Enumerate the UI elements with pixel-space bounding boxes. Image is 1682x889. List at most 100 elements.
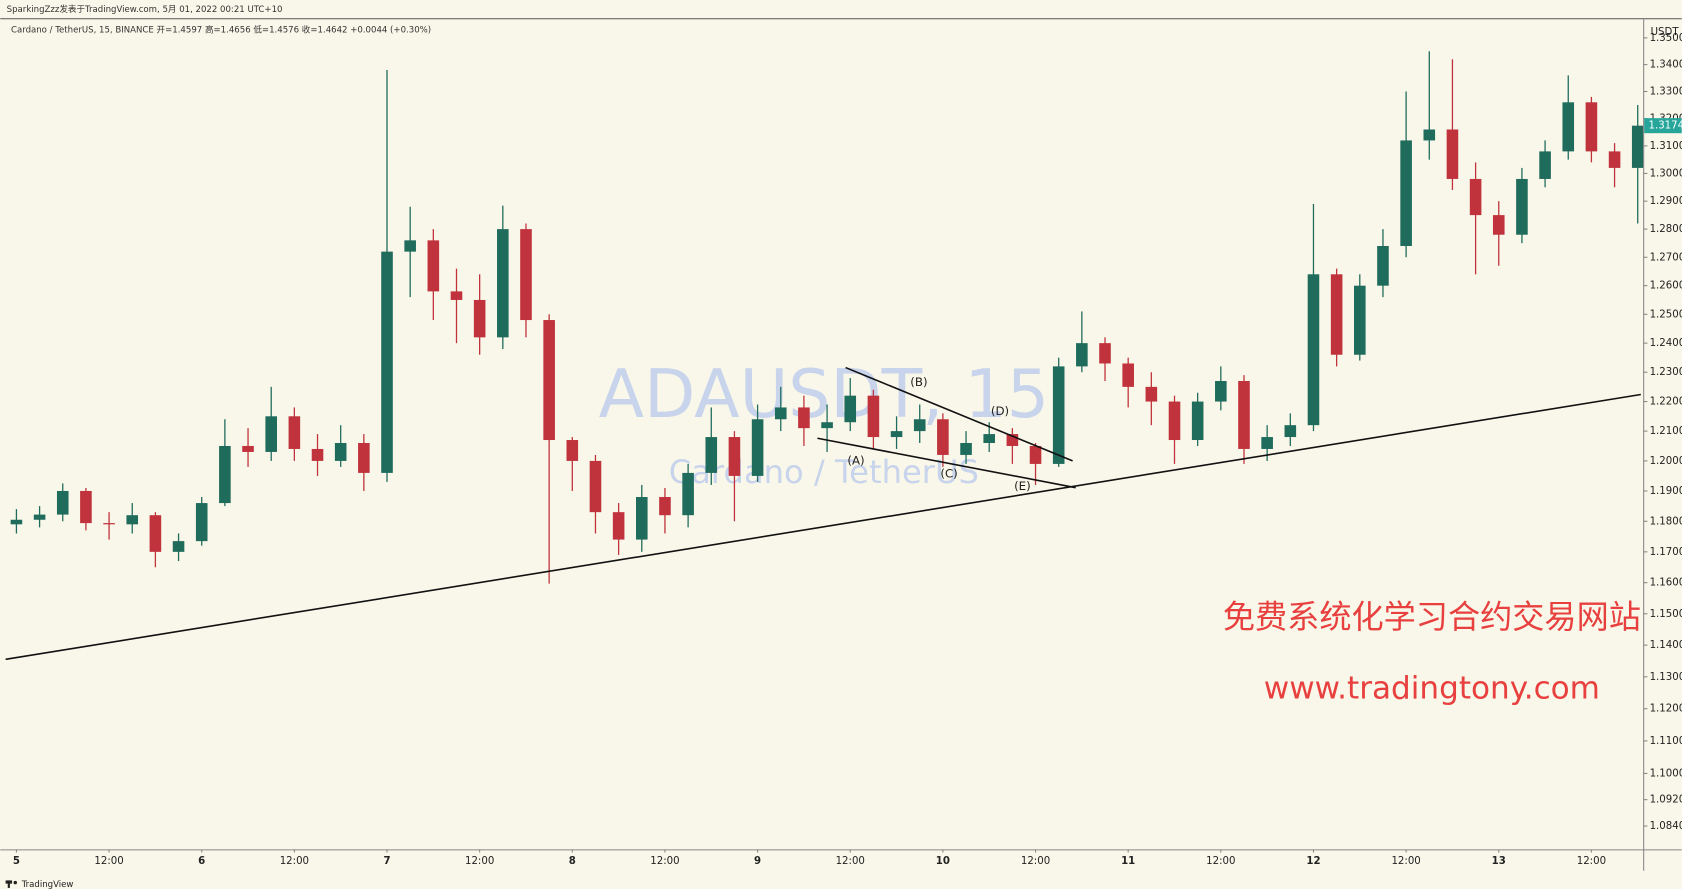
x-tick-label: 12:00	[1021, 856, 1050, 867]
trend-line	[817, 437, 1076, 489]
candle-body	[635, 497, 648, 540]
candle-body	[751, 419, 764, 476]
symbol-info: Cardano / TetherUS, 15, BINANCE 开=1.4597…	[11, 24, 431, 36]
x-tick-label: 12:00	[650, 856, 679, 867]
x-tick-label: 12:00	[94, 856, 123, 867]
candle-body	[427, 240, 440, 292]
candle-body	[242, 445, 254, 452]
x-tick-label: 12:00	[465, 856, 494, 867]
x-tick-label: 9	[754, 856, 761, 867]
wave-label: (A)	[847, 453, 864, 467]
y-tick-label: 1.0840	[1650, 821, 1682, 832]
x-tick-label: 10	[936, 856, 950, 867]
trend-line	[5, 393, 1641, 661]
y-tick-label: 1.2500	[1650, 309, 1682, 320]
candle-body	[497, 229, 509, 338]
candle-body	[1122, 363, 1134, 387]
price-unit: USDT	[1651, 27, 1680, 38]
x-tick-label: 12:00	[280, 856, 309, 867]
candle-body	[1006, 434, 1019, 446]
y-tick-label: 1.2800	[1650, 224, 1682, 235]
x-tick-label: 12:00	[1577, 856, 1606, 867]
y-tick-label: 1.1500	[1650, 609, 1682, 620]
candle-body	[311, 448, 324, 461]
candle-body	[1029, 445, 1042, 464]
candle-body	[1585, 102, 1598, 152]
y-tick-label: 1.1000	[1650, 768, 1682, 779]
candle-body	[1562, 102, 1575, 152]
y-tick-label: 1.2100	[1650, 426, 1682, 437]
candle-body	[821, 422, 833, 429]
candle-body	[473, 299, 486, 338]
x-tick-label: 12:00	[1206, 856, 1235, 867]
x-tick-label: 7	[383, 856, 390, 867]
candle-body	[404, 240, 416, 252]
publisher: SparkingZzz发表于TradingView.com, 5月 01, 20…	[7, 3, 283, 15]
candle-body	[1631, 125, 1644, 168]
x-tick-label: 11	[1121, 856, 1135, 867]
candle-body	[10, 519, 23, 525]
y-tick-label: 1.3100	[1650, 141, 1682, 152]
candle-body	[705, 437, 718, 473]
y-tick-label: 1.3300	[1650, 86, 1682, 97]
candle-body	[149, 515, 162, 552]
y-tick-label: 1.3400	[1650, 60, 1682, 71]
y-tick-label: 1.1700	[1650, 547, 1682, 558]
y-tick-label: 1.1600	[1650, 578, 1682, 589]
candle-body	[844, 395, 857, 423]
candle-body	[774, 407, 787, 420]
y-tick-label: 1.1400	[1650, 640, 1682, 651]
candle-body	[890, 431, 903, 438]
candle-body	[1261, 437, 1273, 449]
footer-brand: TradingView	[21, 880, 74, 889]
candle-body	[612, 512, 625, 540]
x-tick-label: 6	[198, 856, 205, 867]
y-tick-label: 1.2900	[1650, 196, 1682, 207]
y-tick-label: 1.2300	[1650, 367, 1682, 378]
wave-label: (C)	[940, 466, 957, 480]
watermark-symbol: ADAUSDT, 15	[599, 355, 1049, 433]
candle-body	[33, 514, 46, 520]
y-tick-label: 1.2000	[1650, 456, 1682, 467]
x-tick-label: 8	[569, 856, 576, 867]
last-price-tag	[1644, 118, 1682, 134]
candle-body	[56, 490, 69, 515]
candle-body	[219, 445, 231, 504]
candle-body	[1238, 380, 1250, 449]
candle-body	[983, 434, 996, 443]
wave-label: (E)	[1014, 479, 1031, 493]
candle-body	[1446, 129, 1459, 179]
y-tick-label: 1.2700	[1650, 252, 1682, 263]
candle-body	[1423, 129, 1436, 141]
candle-body	[358, 442, 370, 473]
candle-body	[1330, 274, 1343, 355]
promo-url: www.tradingtony.com	[1264, 671, 1600, 707]
candle-body	[520, 229, 532, 321]
wave-label: (B)	[910, 375, 927, 389]
last-price-label: 1.3174	[1648, 121, 1682, 132]
candle-body	[195, 503, 208, 542]
candle-body	[867, 395, 880, 438]
candle-body	[566, 440, 579, 461]
y-tick-label: 1.1900	[1650, 486, 1682, 497]
candle-body	[589, 460, 602, 513]
candle-body	[913, 419, 926, 432]
candle-body	[1516, 178, 1528, 235]
promo-headline: 免费系统化学习合约交易网站	[1223, 598, 1641, 636]
x-tick-label: 12:00	[836, 856, 865, 867]
candle-body	[1052, 366, 1065, 464]
wave-label: (D)	[991, 404, 1009, 418]
candle-body	[728, 437, 741, 476]
y-tick-label: 1.1800	[1650, 516, 1682, 527]
logo	[5, 880, 17, 888]
candle-body	[288, 416, 301, 449]
candle-body	[1354, 285, 1366, 355]
candle-body	[1145, 386, 1158, 402]
candle-body	[1400, 140, 1412, 246]
x-tick-label: 12	[1306, 856, 1320, 867]
candle-body	[103, 523, 115, 525]
y-tick-label: 1.0920	[1650, 795, 1682, 806]
candle-body	[1492, 215, 1505, 235]
candle-body	[1168, 401, 1181, 441]
